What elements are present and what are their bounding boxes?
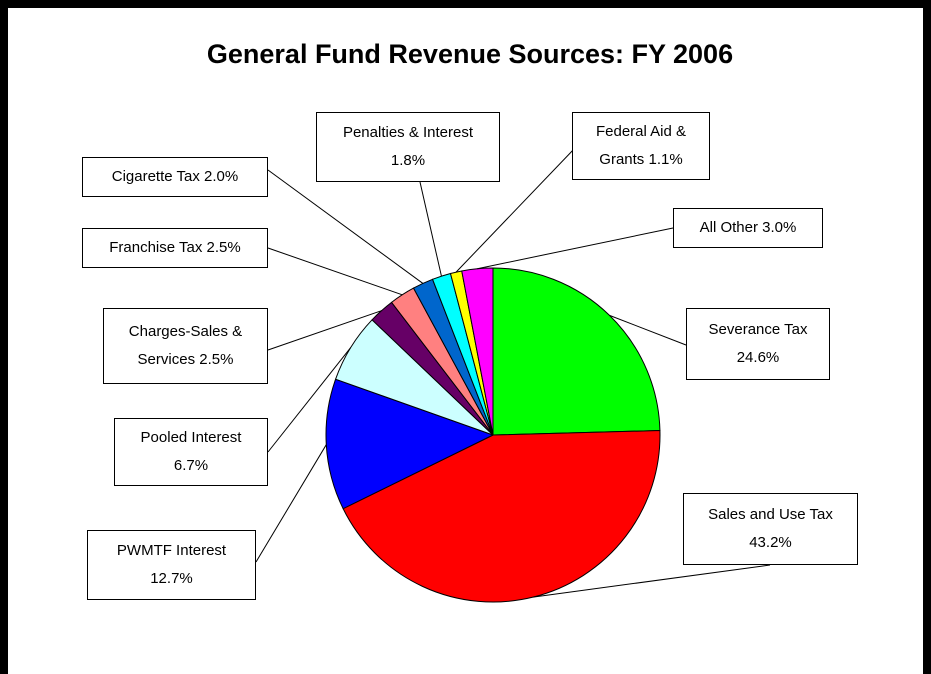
value-label: 2.5%	[206, 239, 241, 256]
leader-line	[267, 169, 424, 284]
pie-slice	[492, 267, 661, 436]
pie-slice	[461, 267, 494, 436]
slice-label: Federal Aid & Grants 1.1%	[572, 112, 710, 180]
category-label: Penalties & Interest	[342, 124, 474, 141]
slice-label: PWMTF Interest 12.7%	[87, 530, 256, 600]
value-label: 12.7%	[150, 570, 193, 587]
leader-line	[267, 310, 382, 351]
leader-line	[267, 347, 352, 453]
frame-left	[0, 0, 8, 674]
value-label: 3.0%	[762, 219, 797, 236]
slice-label: Pooled Interest 6.7%	[114, 418, 268, 486]
category-label: Sales and Use Tax	[708, 506, 833, 523]
category-label: Franchise Tax	[109, 239, 203, 256]
leader-line	[419, 181, 442, 277]
pie-slice	[342, 430, 661, 603]
pie-slice	[325, 378, 495, 510]
frame-right	[923, 0, 931, 674]
slice-label: Sales and Use Tax 43.2%	[683, 493, 858, 565]
category-label: Pooled Interest	[140, 429, 242, 446]
leader-line	[455, 147, 576, 273]
category-label: PWMTF Interest	[116, 542, 227, 559]
category-label: Federal Aid & Grants	[595, 123, 687, 168]
category-label: Charges-Sales & Services	[128, 323, 243, 368]
slice-label: Franchise Tax 2.5%	[82, 228, 268, 268]
category-label: All Other	[699, 219, 758, 236]
value-label: 43.2%	[749, 534, 792, 551]
leader-line	[255, 444, 327, 563]
slice-label: Penalties & Interest 1.8%	[316, 112, 500, 182]
frame-top	[0, 0, 931, 8]
chart-title: General Fund Revenue Sources: FY 2006	[207, 39, 733, 69]
value-label: 6.7%	[173, 457, 209, 474]
leader-line	[477, 227, 674, 270]
slice-label: Charges-Sales & Services 2.5%	[103, 308, 268, 384]
leader-line	[267, 247, 403, 296]
value-label: 24.6%	[736, 349, 780, 366]
slice-label: Cigarette Tax 2.0%	[82, 157, 268, 197]
category-label: Cigarette Tax	[111, 168, 200, 185]
value-label: 2.0%	[204, 168, 239, 185]
slice-label: Severance Tax 24.6%	[686, 308, 830, 380]
value-label: 2.5%	[199, 351, 234, 368]
leader-line	[532, 564, 771, 598]
value-label: 1.8%	[390, 152, 426, 169]
value-label: 1.1%	[648, 151, 683, 168]
leader-line	[609, 314, 687, 346]
slice-label: All Other 3.0%	[673, 208, 823, 248]
category-label: Severance Tax	[708, 321, 808, 338]
